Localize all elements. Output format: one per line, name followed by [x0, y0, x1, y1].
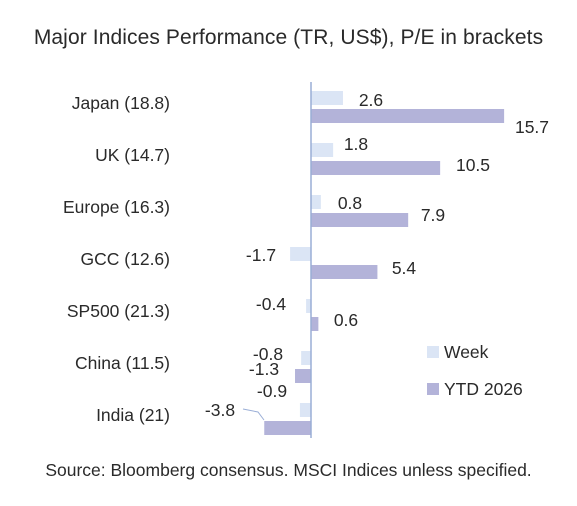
category-label: Europe (16.3)	[63, 197, 170, 217]
data-label-ytd: -3.8	[205, 400, 235, 420]
bar-ytd	[311, 317, 319, 331]
bar-week	[290, 247, 311, 261]
legend-label-ytd: YTD 2026	[444, 379, 523, 399]
data-label-week: -0.8	[253, 344, 283, 364]
bar-ytd	[264, 421, 311, 435]
category-label: Japan (18.8)	[72, 93, 170, 113]
bar-week	[311, 143, 334, 157]
bar-ytd	[311, 109, 505, 123]
data-label-ytd: -1.3	[249, 359, 279, 379]
data-label-week: -1.7	[246, 245, 276, 265]
legend-swatch-ytd	[427, 383, 439, 395]
data-label-ytd: 10.5	[456, 155, 490, 175]
bar-ytd	[311, 213, 409, 227]
data-label-week: 0.8	[338, 193, 362, 213]
bar-week	[299, 403, 311, 417]
data-label-ytd: 5.4	[392, 258, 417, 278]
bar-week	[301, 351, 311, 365]
data-label-week: -0.4	[256, 294, 286, 314]
bar-ytd	[311, 161, 441, 175]
bar-ytd	[311, 265, 378, 279]
data-label-week: 2.6	[359, 90, 383, 110]
data-label-ytd: 15.7	[515, 117, 549, 137]
category-label: GCC (12.6)	[81, 249, 170, 269]
category-label: India (21)	[96, 405, 170, 425]
bar-week	[306, 299, 311, 313]
bar-week	[311, 195, 321, 209]
category-label: China (11.5)	[75, 353, 170, 373]
legend-swatch-week	[427, 346, 439, 358]
data-label-ytd: 7.9	[421, 205, 445, 225]
category-label: UK (14.7)	[95, 145, 170, 165]
bar-week	[311, 91, 343, 105]
category-label: SP500 (21.3)	[67, 301, 170, 321]
bar-ytd	[295, 369, 311, 383]
data-label-ytd: 0.6	[334, 310, 358, 330]
data-label-week: -0.9	[257, 381, 287, 401]
legend-label-week: Week	[444, 342, 489, 362]
chart-title: Major Indices Performance (TR, US$), P/E…	[33, 26, 544, 49]
source-note: Source: Bloomberg consensus. MSCI Indice…	[45, 460, 532, 480]
leader-line	[242, 408, 265, 421]
data-label-week: 1.8	[344, 134, 368, 154]
